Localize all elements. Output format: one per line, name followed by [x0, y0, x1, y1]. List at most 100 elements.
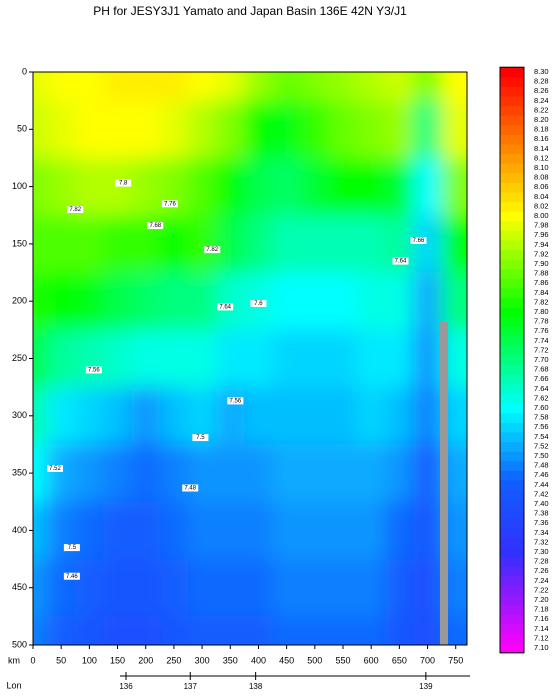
colorbar-label: 7.56 [534, 422, 549, 431]
colorbar-label: 7.52 [534, 441, 549, 450]
cell [188, 100, 218, 159]
colorbar-label: 7.38 [534, 509, 549, 518]
x-tick-label: 200 [138, 655, 153, 665]
cell [385, 272, 415, 331]
cell [357, 387, 387, 446]
contour-label-box [410, 236, 427, 244]
colorbar-label: 7.30 [534, 547, 549, 556]
cell [357, 616, 387, 645]
colorbar-label: 8.00 [534, 211, 549, 220]
y-tick-label: 50 [17, 124, 27, 134]
contour-label-box [204, 246, 221, 254]
colorbar-label: 7.82 [534, 297, 549, 306]
cell [300, 616, 330, 645]
colorbar-cell [500, 432, 524, 443]
colorbar-label: 7.62 [534, 393, 549, 402]
cell [328, 501, 359, 561]
cell [75, 501, 105, 561]
contour-label-box [392, 257, 409, 265]
colorbar-label: 7.60 [534, 403, 549, 412]
cell [159, 157, 189, 217]
cell [300, 100, 330, 159]
cell [159, 387, 189, 446]
cell [103, 329, 133, 389]
colorbar-cell [500, 355, 524, 366]
colorbar-label: 8.14 [534, 144, 549, 153]
overlay: 0 50 100 150 200 250 300 350 400 450 500 550 600 650 7… [12, 66, 549, 691]
colorbar-label: 8.24 [534, 96, 549, 105]
colorbar-label: 7.58 [534, 413, 549, 422]
chart-title: PH for JESY3J1 Yamato and Japan Basin 13… [93, 4, 407, 18]
x-tick-label: 650 [392, 655, 407, 665]
cell [413, 501, 443, 561]
cell [413, 157, 443, 217]
colorbar-cell [500, 614, 524, 625]
cell [216, 100, 246, 159]
cell [385, 72, 415, 102]
cell [385, 559, 415, 618]
colorbar-cell [500, 172, 524, 183]
cell [413, 616, 443, 645]
colorbar-label: 7.84 [534, 288, 549, 297]
colorbar-cell [500, 76, 524, 87]
contour-label: 7.68 [149, 223, 161, 229]
cell [188, 616, 218, 645]
colorbar-cell [500, 316, 524, 327]
cell [216, 616, 246, 645]
y-tick-label: 150 [12, 238, 27, 248]
colorbar-cell [500, 633, 524, 644]
y-tick-label: 100 [12, 181, 27, 191]
contour-label-box [63, 544, 80, 552]
cell [75, 444, 105, 503]
cell [300, 387, 330, 446]
cell [47, 559, 77, 618]
colorbar-label: 7.64 [534, 384, 549, 393]
cell [188, 501, 218, 561]
contour-label: 7.64 [395, 259, 407, 265]
cell [131, 501, 161, 561]
cell [441, 157, 467, 217]
cell [103, 616, 133, 645]
cell [385, 100, 415, 159]
cell [131, 157, 161, 217]
colorbar-cell [500, 499, 524, 510]
colorbar-label: 7.44 [534, 480, 549, 489]
cell [75, 215, 105, 274]
cell [131, 616, 161, 645]
cell [272, 329, 302, 389]
x-axis-label: km [8, 655, 20, 665]
cell [300, 559, 330, 618]
colorbar-label: 8.28 [534, 77, 549, 86]
colorbar-label: 8.08 [534, 173, 549, 182]
cell [328, 157, 359, 217]
cell [328, 272, 359, 331]
cell [47, 444, 77, 503]
cell [441, 329, 467, 389]
colorbar-cell [500, 460, 524, 471]
cell [33, 329, 49, 389]
colorbar-label: 8.06 [534, 182, 549, 191]
cell [272, 272, 302, 331]
colorbar-label: 7.76 [534, 326, 549, 335]
colorbar-label: 7.42 [534, 489, 549, 498]
contour-label: 7.52 [49, 466, 61, 472]
cell [216, 272, 246, 331]
colorbar-cell [500, 307, 524, 318]
cell [75, 329, 105, 389]
colorbar-cell [500, 268, 524, 279]
colorbar-cell [500, 220, 524, 231]
colorbar-cell [500, 480, 524, 491]
cell [33, 272, 49, 331]
bathymetry [440, 322, 448, 645]
colorbar-label: 7.16 [534, 614, 549, 623]
cell [33, 387, 49, 446]
colorbar-cell [500, 67, 524, 78]
cell [385, 157, 415, 217]
cell [413, 100, 443, 159]
cell [413, 444, 443, 503]
cell [357, 444, 387, 503]
colorbar-label: 7.70 [534, 355, 549, 364]
cell [188, 215, 218, 274]
cell [33, 501, 49, 561]
